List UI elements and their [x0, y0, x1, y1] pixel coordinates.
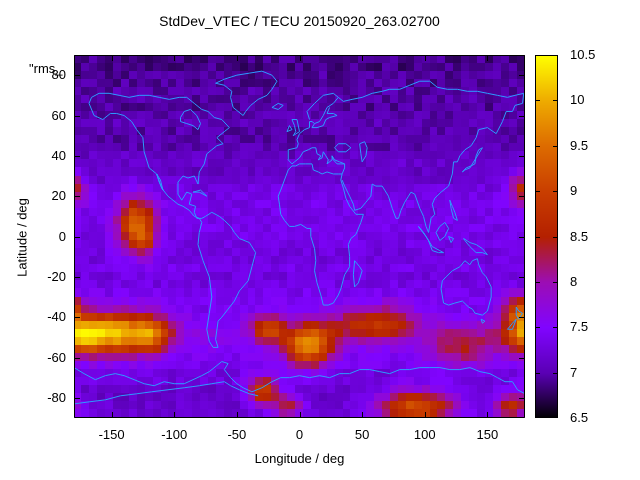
colorbar-tick-label: 8.5	[570, 228, 589, 244]
x-tick-label: 100	[413, 427, 436, 442]
colorbar-tick-label: 9.5	[570, 137, 589, 153]
y-tick-label: -40	[47, 309, 66, 325]
map-canvas	[74, 55, 525, 418]
x-tick-label: -150	[98, 427, 125, 442]
overlay-rms-label: "rms_	[29, 61, 63, 76]
x-tick-label: 50	[354, 427, 370, 442]
colorbar-tick-label: 6.5	[570, 410, 589, 425]
y-tick-label: -80	[47, 389, 66, 405]
y-tick-label: -60	[47, 349, 66, 365]
colorbar-tick-label: 7.5	[570, 319, 589, 335]
x-tick-label: 150	[476, 427, 499, 442]
colorbar-tick-label: 8	[570, 273, 578, 289]
plot-title: StdDev_VTEC / TECU 20150920_263.02700	[159, 13, 440, 29]
colorbar-canvas	[535, 55, 558, 418]
y-tick-label: 0	[58, 228, 66, 244]
y-tick-label: 60	[51, 107, 66, 123]
x-axis-label: Longitude / deg	[254, 451, 345, 466]
x-tick-label: -100	[161, 427, 188, 442]
y-tick-label: 40	[51, 147, 66, 163]
y-tick-label: 80	[51, 67, 66, 83]
x-tick-label: 0	[295, 427, 304, 442]
y-axis-label: Latitude / deg	[14, 198, 30, 277]
y-tick-label: -20	[47, 268, 66, 284]
colorbar-tick-label: 7	[570, 364, 578, 380]
x-tick-label: -50	[227, 427, 247, 442]
colorbar-tick-label: 10.5	[570, 47, 596, 62]
colorbar-tick-label: 10	[570, 92, 585, 108]
colorbar-tick-label: 9	[570, 183, 578, 199]
y-tick-label: 20	[51, 188, 66, 204]
